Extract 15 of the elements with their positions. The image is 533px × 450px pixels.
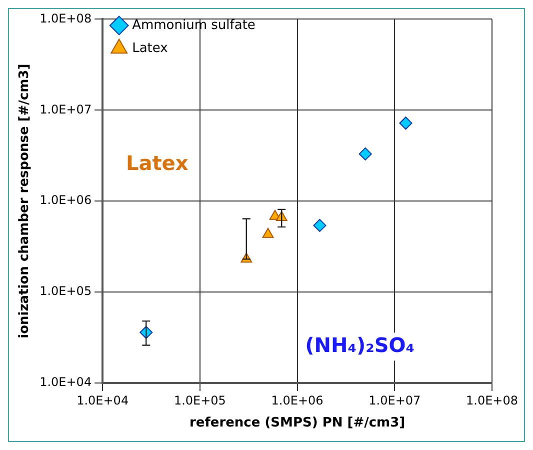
- annotation: (NH₄)₂SO₄: [305, 332, 415, 357]
- y-tick-label: 1.0E+05: [40, 284, 92, 298]
- x-axis-title: reference (SMPS) PN [#/cm3]: [190, 416, 406, 431]
- y-axis-title: ionization chamber response [#/cm3]: [17, 64, 32, 338]
- y-tick-label: 1.0E+06: [40, 193, 92, 208]
- y-tick-label: 1.0E+07: [40, 102, 92, 116]
- legend-label: Latex: [132, 40, 168, 56]
- x-tick-label: 1.0E+08: [466, 393, 518, 408]
- x-tick-label: 1.0E+04: [76, 393, 129, 408]
- y-tick-label: 1.0E+04: [40, 375, 92, 390]
- x-tick-label: 1.0E+07: [368, 393, 421, 408]
- x-tick-label: 1.0E+06: [271, 393, 324, 408]
- y-tick-label: 1.0E+08: [40, 11, 92, 26]
- x-tick-label: 1.0E+05: [174, 393, 226, 408]
- annotation: Latex: [126, 150, 188, 175]
